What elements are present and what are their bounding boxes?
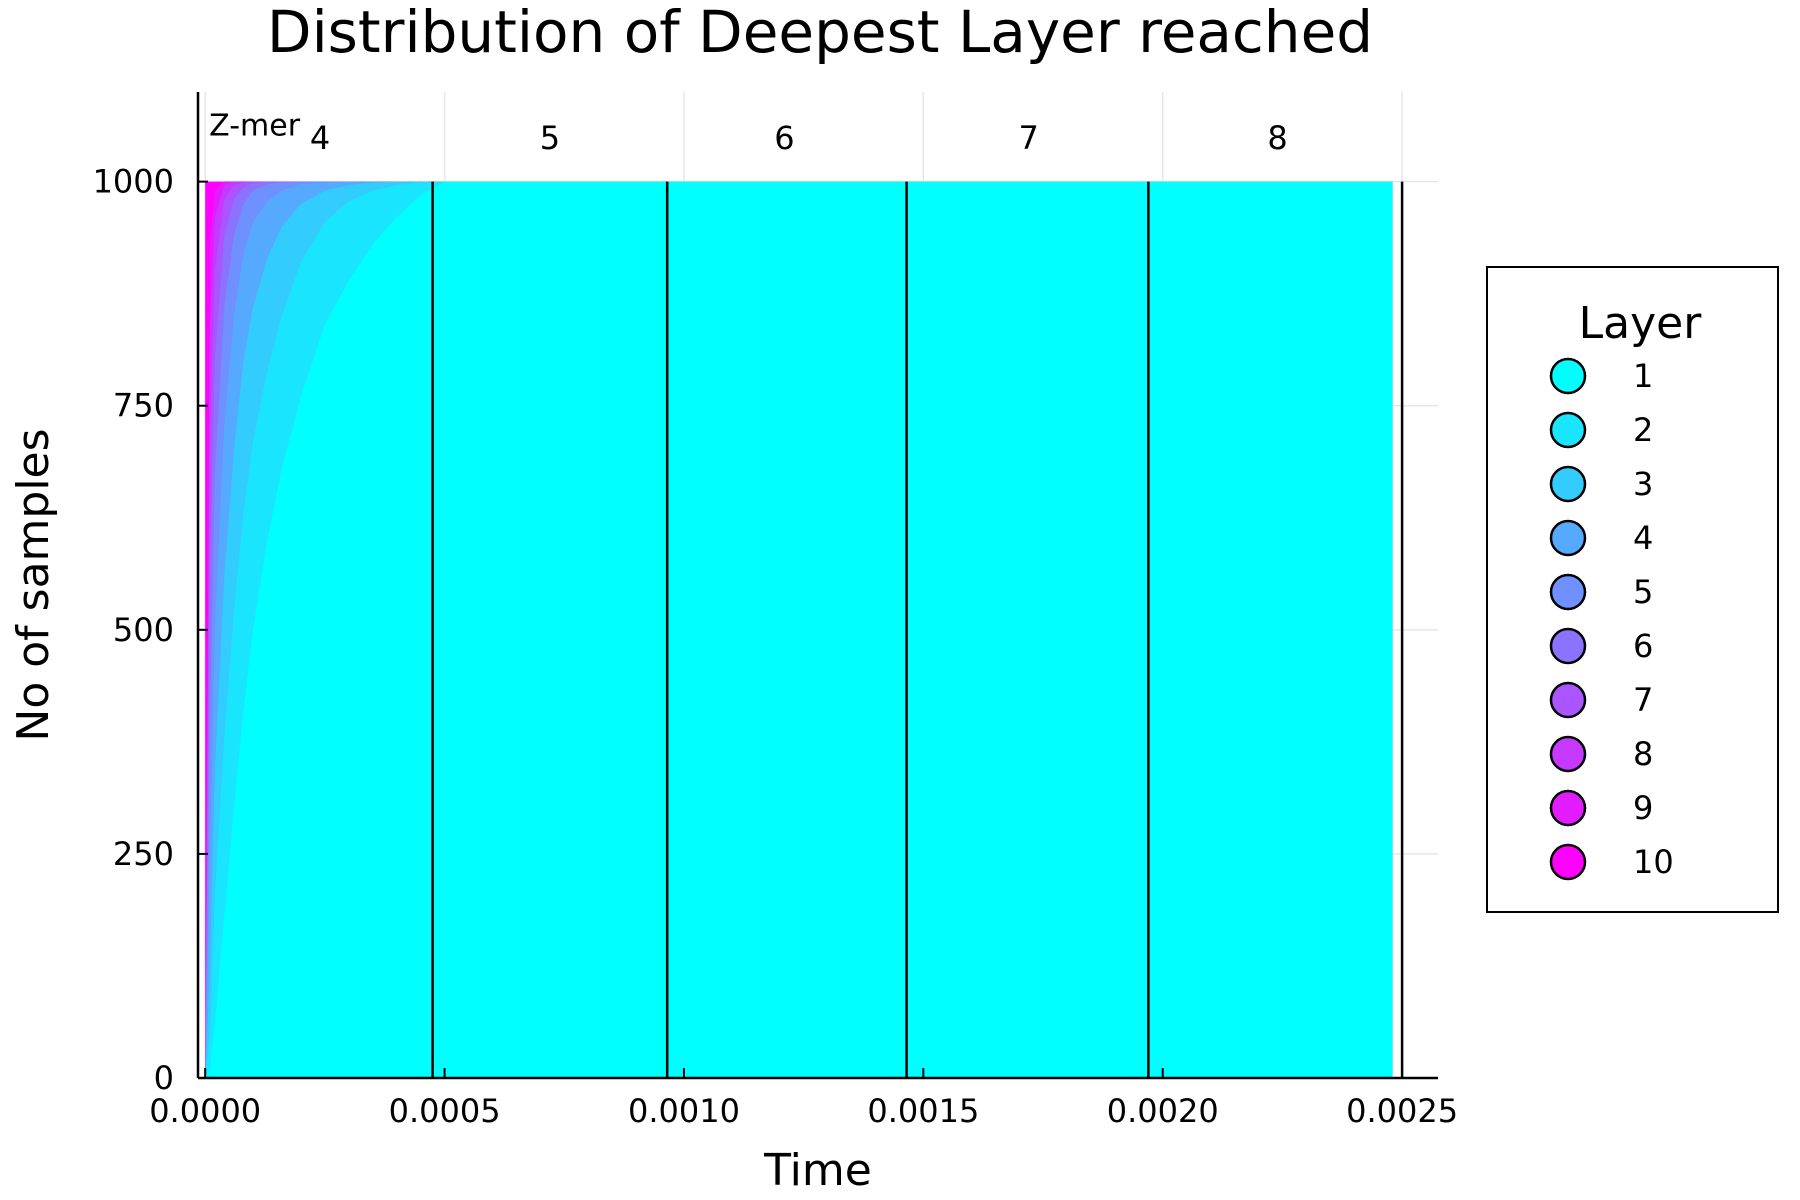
segment-label: 6 — [774, 119, 794, 157]
legend: Layer 1 2 3 4 5 6 7 8 9 10 — [1486, 266, 1779, 913]
legend-marker-4 — [1549, 519, 1587, 557]
x-tick-label: 0.0025 — [1346, 1092, 1458, 1130]
chart-title: Distribution of Deepest Layer reached — [267, 0, 1373, 66]
legend-marker-3 — [1549, 465, 1587, 503]
legend-marker-5 — [1549, 573, 1587, 611]
y-tick-label: 500 — [113, 611, 174, 649]
y-axis-label: No of samples — [8, 428, 59, 741]
legend-label-1: 1 — [1633, 357, 1653, 395]
zmer-label: Z-mer — [209, 108, 301, 143]
legend-marker-9 — [1549, 789, 1587, 827]
x-tick-label: 0.0015 — [867, 1092, 979, 1130]
legend-label-9: 9 — [1633, 789, 1653, 827]
legend-marker-10 — [1549, 843, 1587, 881]
area-layer-1 — [205, 181, 1393, 1078]
x-axis-label: Time — [763, 1145, 872, 1196]
legend-label-10: 10 — [1633, 843, 1674, 881]
segment-label: 4 — [310, 119, 330, 157]
legend-marker-8 — [1549, 735, 1587, 773]
y-tick-label: 1000 — [93, 163, 174, 201]
annotations: Z-mer 4 5 6 7 8 — [209, 108, 1288, 156]
legend-marker-2 — [1549, 411, 1587, 449]
y-axis-ticks: 0 250 500 750 1000 — [93, 163, 208, 1097]
y-tick-label: 750 — [113, 387, 174, 425]
legend-label-5: 5 — [1633, 573, 1653, 611]
y-tick-label: 250 — [113, 835, 174, 873]
vertical-lines — [431, 181, 1404, 1078]
legend-box — [1486, 266, 1779, 913]
legend-label-6: 6 — [1633, 627, 1653, 665]
stacked-areas — [205, 181, 1393, 1078]
x-tick-label: 0.0005 — [389, 1092, 501, 1130]
legend-marker-6 — [1549, 627, 1587, 665]
y-tick-label: 0 — [154, 1059, 174, 1097]
legend-marker-7 — [1549, 681, 1587, 719]
legend-label-2: 2 — [1633, 411, 1653, 449]
legend-label-3: 3 — [1633, 465, 1653, 503]
legend-label-8: 8 — [1633, 735, 1653, 773]
segment-label: 8 — [1267, 119, 1287, 157]
legend-marker-1 — [1549, 357, 1587, 395]
legend-items: 1 2 3 4 5 6 7 8 9 10 — [1549, 357, 1674, 881]
segment-label: 7 — [1018, 119, 1038, 157]
axes — [196, 92, 1438, 1080]
x-tick-label: 0.0010 — [628, 1092, 740, 1130]
x-tick-label: 0.0000 — [149, 1092, 261, 1130]
legend-title: Layer — [1579, 298, 1703, 349]
segment-label: 5 — [540, 119, 560, 157]
x-axis-ticks: 0.0000 0.0005 0.0010 0.0015 0.0020 0.0025 — [149, 1068, 1458, 1130]
x-tick-label: 0.0020 — [1107, 1092, 1219, 1130]
legend-label-7: 7 — [1633, 681, 1653, 719]
legend-label-4: 4 — [1633, 519, 1653, 557]
